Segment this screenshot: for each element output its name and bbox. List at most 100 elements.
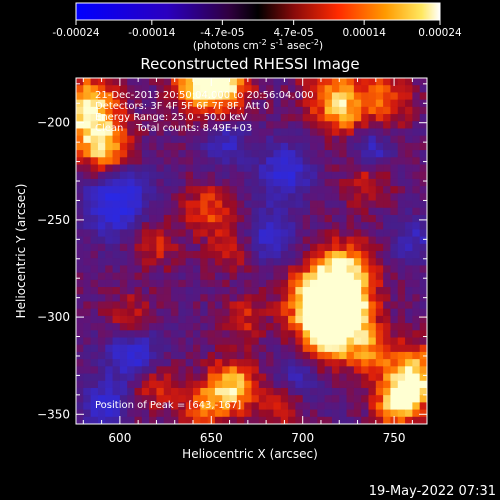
heatmap-cell bbox=[229, 265, 238, 274]
heatmap-cell bbox=[90, 330, 99, 339]
heatmap-cell bbox=[266, 373, 275, 382]
heatmap-cell bbox=[244, 380, 253, 389]
heatmap-cell bbox=[375, 214, 384, 223]
heatmap-cell bbox=[134, 373, 143, 382]
heatmap-cell bbox=[90, 200, 99, 209]
heatmap-cell bbox=[163, 236, 172, 245]
heatmap-cell bbox=[405, 92, 413, 101]
heatmap-cell bbox=[368, 279, 377, 288]
heatmap-cell bbox=[273, 200, 282, 209]
heatmap-cell bbox=[200, 114, 209, 122]
heatmap-cell bbox=[339, 315, 348, 324]
heatmap-cell bbox=[178, 222, 187, 230]
heatmap-cell bbox=[105, 164, 114, 173]
heatmap-cell bbox=[273, 150, 282, 158]
heatmap-cell bbox=[193, 279, 201, 288]
heatmap-cell bbox=[412, 121, 421, 130]
heatmap-cell bbox=[214, 121, 223, 130]
heatmap-cell bbox=[310, 229, 318, 238]
heatmap-cell bbox=[412, 236, 421, 245]
colorbar-tick-label: 0.00024 bbox=[418, 27, 462, 39]
heatmap-cell bbox=[97, 409, 106, 418]
heatmap-cell bbox=[105, 121, 114, 130]
heatmap-cell bbox=[405, 409, 413, 418]
heatmap-cell bbox=[419, 409, 427, 418]
heatmap-cell bbox=[302, 85, 311, 94]
heatmap-cell bbox=[244, 272, 253, 281]
heatmap-cell bbox=[368, 395, 377, 403]
heatmap-cell bbox=[222, 265, 231, 274]
heatmap-cell bbox=[185, 409, 194, 418]
heatmap-cell bbox=[229, 387, 238, 396]
heatmap-cell bbox=[361, 178, 370, 187]
heatmap-cell bbox=[163, 366, 172, 375]
heatmap-cell bbox=[397, 114, 406, 122]
heatmap-cell bbox=[258, 373, 267, 382]
heatmap-cell bbox=[383, 85, 392, 94]
heatmap-cell bbox=[163, 92, 172, 101]
heatmap-cell bbox=[97, 287, 106, 295]
heatmap-cell bbox=[397, 193, 406, 202]
heatmap-cell bbox=[288, 287, 296, 295]
heatmap-cell bbox=[331, 337, 340, 346]
heatmap-cell bbox=[383, 222, 392, 230]
heatmap-cell bbox=[295, 214, 304, 223]
heatmap-cell bbox=[383, 121, 392, 130]
heatmap-cell bbox=[419, 330, 427, 339]
heatmap-cell bbox=[134, 222, 143, 230]
heatmap-cell bbox=[171, 287, 179, 295]
heatmap-cell bbox=[244, 106, 253, 115]
heatmap-cell bbox=[390, 359, 399, 367]
heatmap-cell bbox=[331, 236, 340, 245]
colorbar-tick-label: -0.00014 bbox=[128, 27, 176, 39]
heatmap-cell bbox=[163, 114, 172, 122]
heatmap-cell bbox=[266, 351, 275, 360]
heatmap-cell bbox=[178, 214, 187, 223]
heatmap-cell bbox=[397, 106, 406, 115]
heatmap-cell bbox=[324, 214, 333, 223]
heatmap-cell bbox=[112, 186, 121, 194]
heatmap-cell bbox=[346, 344, 355, 353]
heatmap-cell bbox=[185, 200, 194, 209]
heatmap-cell bbox=[324, 258, 333, 267]
heatmap-cell bbox=[200, 121, 209, 130]
heatmap-cell bbox=[324, 294, 333, 303]
heatmap-cell bbox=[331, 330, 340, 339]
heatmap-cell bbox=[390, 193, 399, 202]
heatmap-cell bbox=[141, 236, 150, 245]
heatmap-cell bbox=[317, 92, 326, 101]
heatmap-cell bbox=[361, 114, 370, 122]
heatmap-cell bbox=[163, 330, 172, 339]
heatmap-cell bbox=[405, 351, 413, 360]
heatmap-cell bbox=[397, 85, 406, 94]
heatmap-cell bbox=[331, 99, 340, 108]
heatmap-cell bbox=[83, 373, 92, 382]
heatmap-cell bbox=[405, 214, 413, 223]
heatmap-cell bbox=[353, 287, 362, 295]
heatmap-cell bbox=[412, 287, 421, 295]
heatmap-cell bbox=[346, 359, 355, 367]
heatmap-cell bbox=[302, 272, 311, 281]
heatmap-cell bbox=[317, 150, 326, 158]
heatmap-cell bbox=[127, 380, 136, 389]
heatmap-cell bbox=[280, 186, 289, 194]
heatmap-cell bbox=[193, 323, 201, 331]
heatmap-cell bbox=[273, 287, 282, 295]
heatmap-cell bbox=[149, 323, 158, 331]
heatmap-cell bbox=[375, 315, 384, 324]
heatmap-cell bbox=[251, 207, 260, 216]
heatmap-cell bbox=[200, 251, 209, 259]
heatmap-cell bbox=[383, 78, 392, 86]
heatmap-cell bbox=[207, 380, 216, 389]
heatmap-cell bbox=[200, 150, 209, 158]
heatmap-cell bbox=[375, 92, 384, 101]
heatmap-cell bbox=[397, 258, 406, 267]
heatmap-cell bbox=[397, 214, 406, 223]
heatmap-cell bbox=[419, 200, 427, 209]
heatmap-cell bbox=[310, 164, 318, 173]
heatmap-cell bbox=[280, 222, 289, 230]
heatmap-cell bbox=[317, 308, 326, 317]
heatmap-cell bbox=[222, 344, 231, 353]
heatmap-cell bbox=[156, 229, 165, 238]
